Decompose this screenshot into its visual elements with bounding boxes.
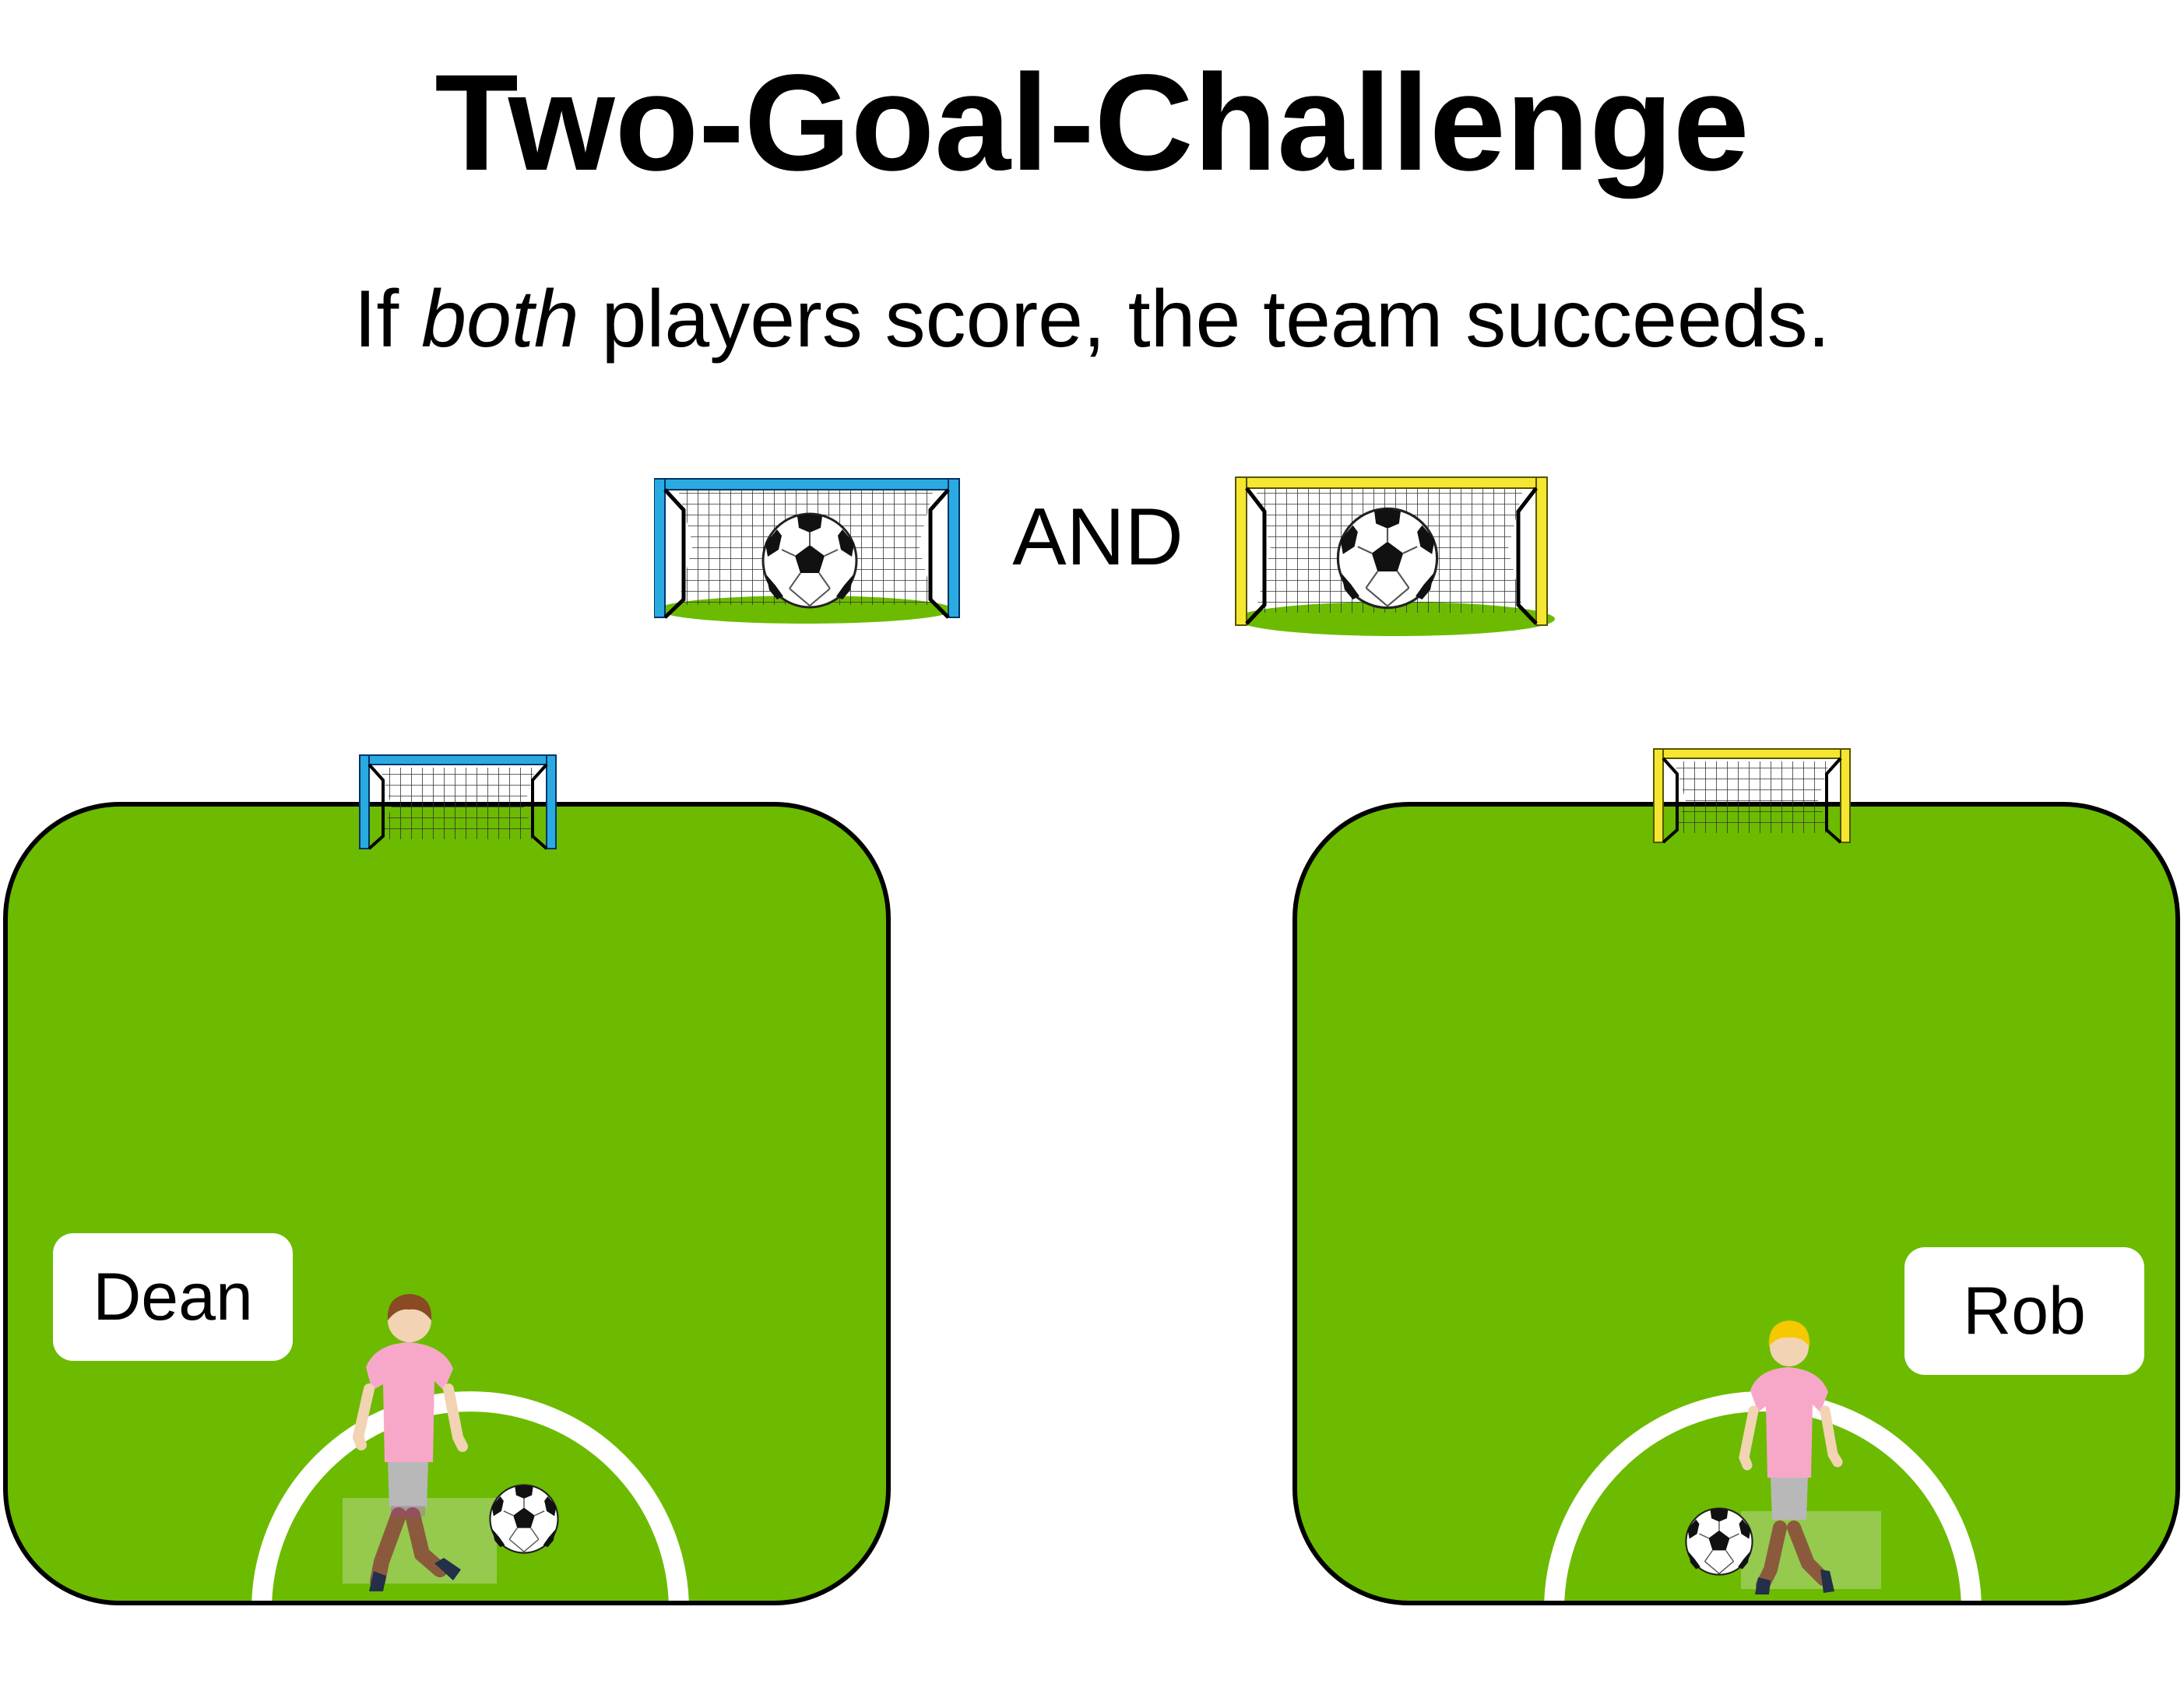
rule-prefix: If xyxy=(353,274,422,364)
page-title: Two-Goal-Challenge xyxy=(434,47,1750,199)
soccer-ball-icon xyxy=(1685,1507,1753,1576)
rule-emphasis: both xyxy=(421,274,579,364)
player-name-label: Dean xyxy=(53,1233,293,1361)
soccer-ball-icon xyxy=(761,512,858,609)
yellow-goal-icon xyxy=(1653,748,1851,844)
rob-field: Rob xyxy=(1292,802,2180,1605)
rule-suffix: players score, the team succeeds. xyxy=(579,274,1831,364)
dean-field: Dean xyxy=(3,802,891,1605)
player-figure-icon xyxy=(1739,1320,1843,1594)
player-name-label: Rob xyxy=(1904,1247,2144,1375)
player-figure-icon xyxy=(352,1294,468,1591)
soccer-ball-icon xyxy=(489,1484,559,1554)
soccer-ball-icon xyxy=(1336,507,1439,610)
blue-goal-icon xyxy=(359,754,557,850)
and-connector: AND xyxy=(1012,492,1183,582)
rule-sentence: If both players score, the team succeeds… xyxy=(0,269,2184,370)
yellow-goal-scored-icon xyxy=(1235,476,1555,636)
blue-goal-scored-icon xyxy=(654,478,960,624)
